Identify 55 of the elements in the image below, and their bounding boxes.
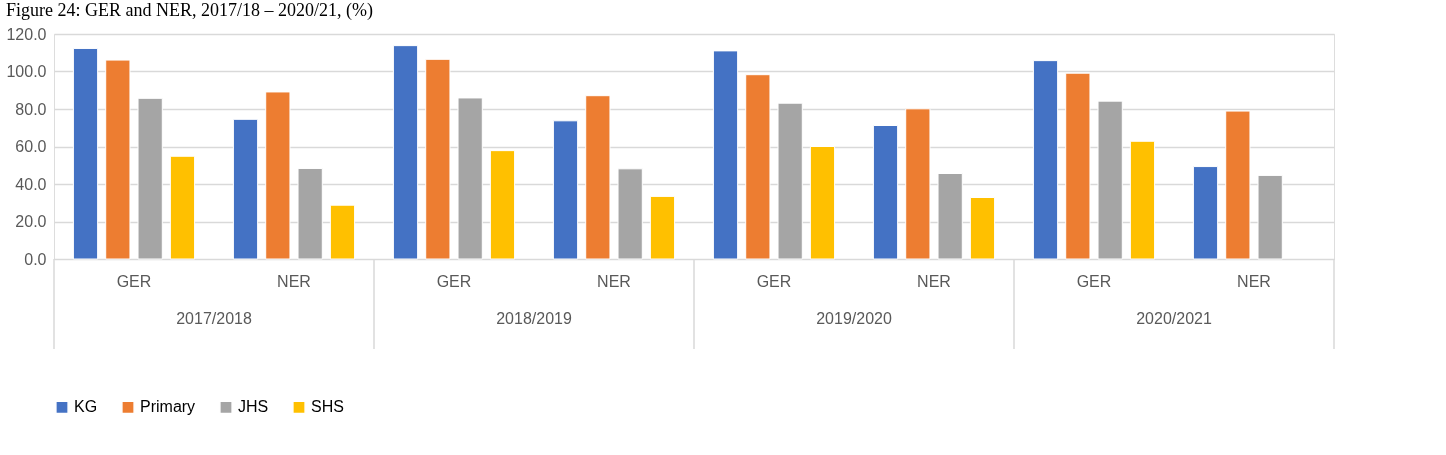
bar <box>265 91 291 260</box>
bar <box>777 102 803 260</box>
bar <box>552 120 579 260</box>
x-tick-label: NER <box>917 272 951 290</box>
bar <box>1225 110 1251 260</box>
bar <box>937 173 963 260</box>
bar <box>649 195 676 260</box>
x-tick-label: GER <box>756 272 792 290</box>
bar <box>712 50 739 260</box>
bar <box>392 45 419 260</box>
text: 2020/2021 <box>1136 310 1212 327</box>
text: 2017/2018 <box>176 310 252 327</box>
x-tick-label: GER <box>436 272 472 290</box>
bar <box>1257 174 1283 260</box>
legend-label: SHS <box>311 398 344 416</box>
bar <box>105 59 131 260</box>
bar <box>617 168 643 260</box>
bar <box>585 95 611 260</box>
y-tick-label: 100.0 <box>6 63 47 80</box>
legend-label: Primary <box>140 398 196 416</box>
bar <box>232 118 259 260</box>
bar <box>905 108 931 260</box>
bar <box>425 58 451 260</box>
y-tick-label: 80.0 <box>15 100 47 118</box>
bar <box>489 150 516 260</box>
bar <box>1192 166 1219 260</box>
bar <box>457 97 483 260</box>
y-tick-label: 40.0 <box>15 175 47 193</box>
bar <box>297 167 323 260</box>
bar <box>137 97 163 260</box>
y-tick-label: 0.0 <box>24 250 47 268</box>
text: 2018/2019 <box>496 310 572 327</box>
y-tick-label: 20.0 <box>15 213 47 230</box>
bar <box>1032 60 1059 260</box>
bar <box>809 146 836 260</box>
x-tick-label: NER <box>597 272 631 290</box>
bar <box>1065 72 1091 260</box>
legend-label: JHS <box>238 398 269 416</box>
x-tick-label: NER <box>277 272 311 290</box>
x-tick-label: NER <box>1237 272 1271 290</box>
x-tick-label: GER <box>1076 272 1112 290</box>
bar <box>969 197 996 260</box>
bar <box>1097 100 1123 260</box>
bar <box>872 125 899 260</box>
text: 2019/2020 <box>816 310 892 327</box>
bar <box>745 74 771 260</box>
bar <box>329 204 356 260</box>
bar <box>169 155 196 260</box>
x-tick-label: GER <box>116 272 152 290</box>
bar <box>72 47 99 260</box>
legend-label: KG <box>74 398 98 416</box>
chart-title: Figure 24: GER and NER, 2017/18 – 2020/21, (%) <box>5 0 373 21</box>
y-tick-label: 60.0 <box>15 138 47 155</box>
y-tick-label: 120.0 <box>6 25 47 43</box>
bar <box>1129 140 1156 260</box>
